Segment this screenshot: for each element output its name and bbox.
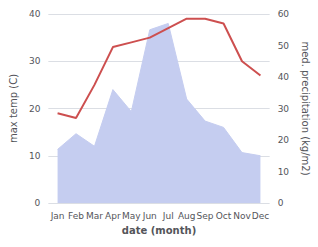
svg-text:20: 20 [29, 104, 41, 114]
svg-text:Jun: Jun [142, 211, 157, 221]
svg-text:date (month): date (month) [122, 225, 196, 236]
svg-text:10: 10 [278, 167, 290, 177]
svg-text:Dec: Dec [252, 211, 269, 221]
svg-text:Nov: Nov [233, 211, 251, 221]
svg-text:0: 0 [278, 198, 284, 208]
svg-text:10: 10 [29, 151, 41, 161]
svg-text:Oct: Oct [216, 211, 232, 221]
svg-text:30: 30 [278, 104, 290, 114]
svg-text:max temp (C): max temp (C) [8, 74, 19, 143]
svg-text:Aug: Aug [178, 211, 196, 221]
svg-text:0: 0 [35, 198, 41, 208]
svg-text:20: 20 [278, 135, 290, 145]
svg-text:med. precipitation (kg/m2): med. precipitation (kg/m2) [300, 41, 311, 175]
svg-text:40: 40 [278, 72, 290, 82]
svg-text:Jan: Jan [50, 211, 65, 221]
svg-text:60: 60 [278, 9, 290, 19]
svg-text:40: 40 [29, 9, 41, 19]
svg-text:Sep: Sep [197, 211, 214, 221]
svg-text:Mar: Mar [86, 211, 103, 221]
svg-text:Apr: Apr [105, 211, 121, 221]
svg-text:50: 50 [278, 41, 290, 51]
svg-text:30: 30 [29, 56, 41, 66]
svg-text:May: May [122, 211, 141, 221]
svg-text:Jul: Jul [162, 211, 174, 221]
svg-text:Feb: Feb [68, 211, 84, 221]
